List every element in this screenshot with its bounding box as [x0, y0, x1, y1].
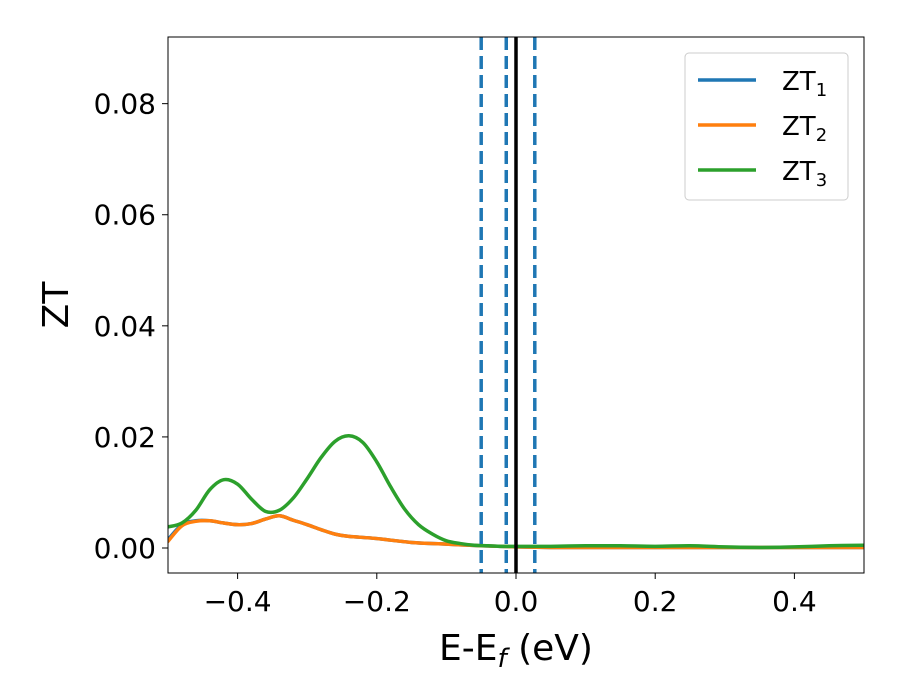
legend: ZT1 ZT2 ZT3 [684, 52, 849, 201]
legend-box [684, 52, 849, 201]
legend-label-zt1: ZT1 [782, 67, 827, 101]
y-tick-label: 0.08 [94, 88, 156, 121]
legend-label-zt2: ZT2 [782, 112, 827, 146]
x-tick-label: 0.4 [772, 585, 817, 618]
x-tick-label: −0.2 [343, 585, 411, 618]
plot-area [168, 37, 864, 573]
x-tick-label: 0.0 [494, 585, 539, 618]
x-tick-label: −0.4 [204, 585, 272, 618]
x-tick-label: 0.2 [633, 585, 678, 618]
y-tick-label: 0.02 [94, 421, 156, 454]
y-tick-label: 0.04 [94, 310, 156, 343]
y-axis-title: ZT [36, 281, 77, 329]
y-tick-label: 0.06 [94, 199, 156, 232]
axes: −0.4 −0.2 0.0 0.2 0.4 0.00 0.02 0.04 0.06 0.08 E-E… [36, 36, 865, 674]
series-line-zt3 [168, 434, 864, 550]
legend-label-zt3: ZT3 [782, 157, 827, 191]
y-tick-label: 0.00 [94, 532, 156, 565]
x-axis-title: E-Ef (eV) [439, 628, 593, 674]
